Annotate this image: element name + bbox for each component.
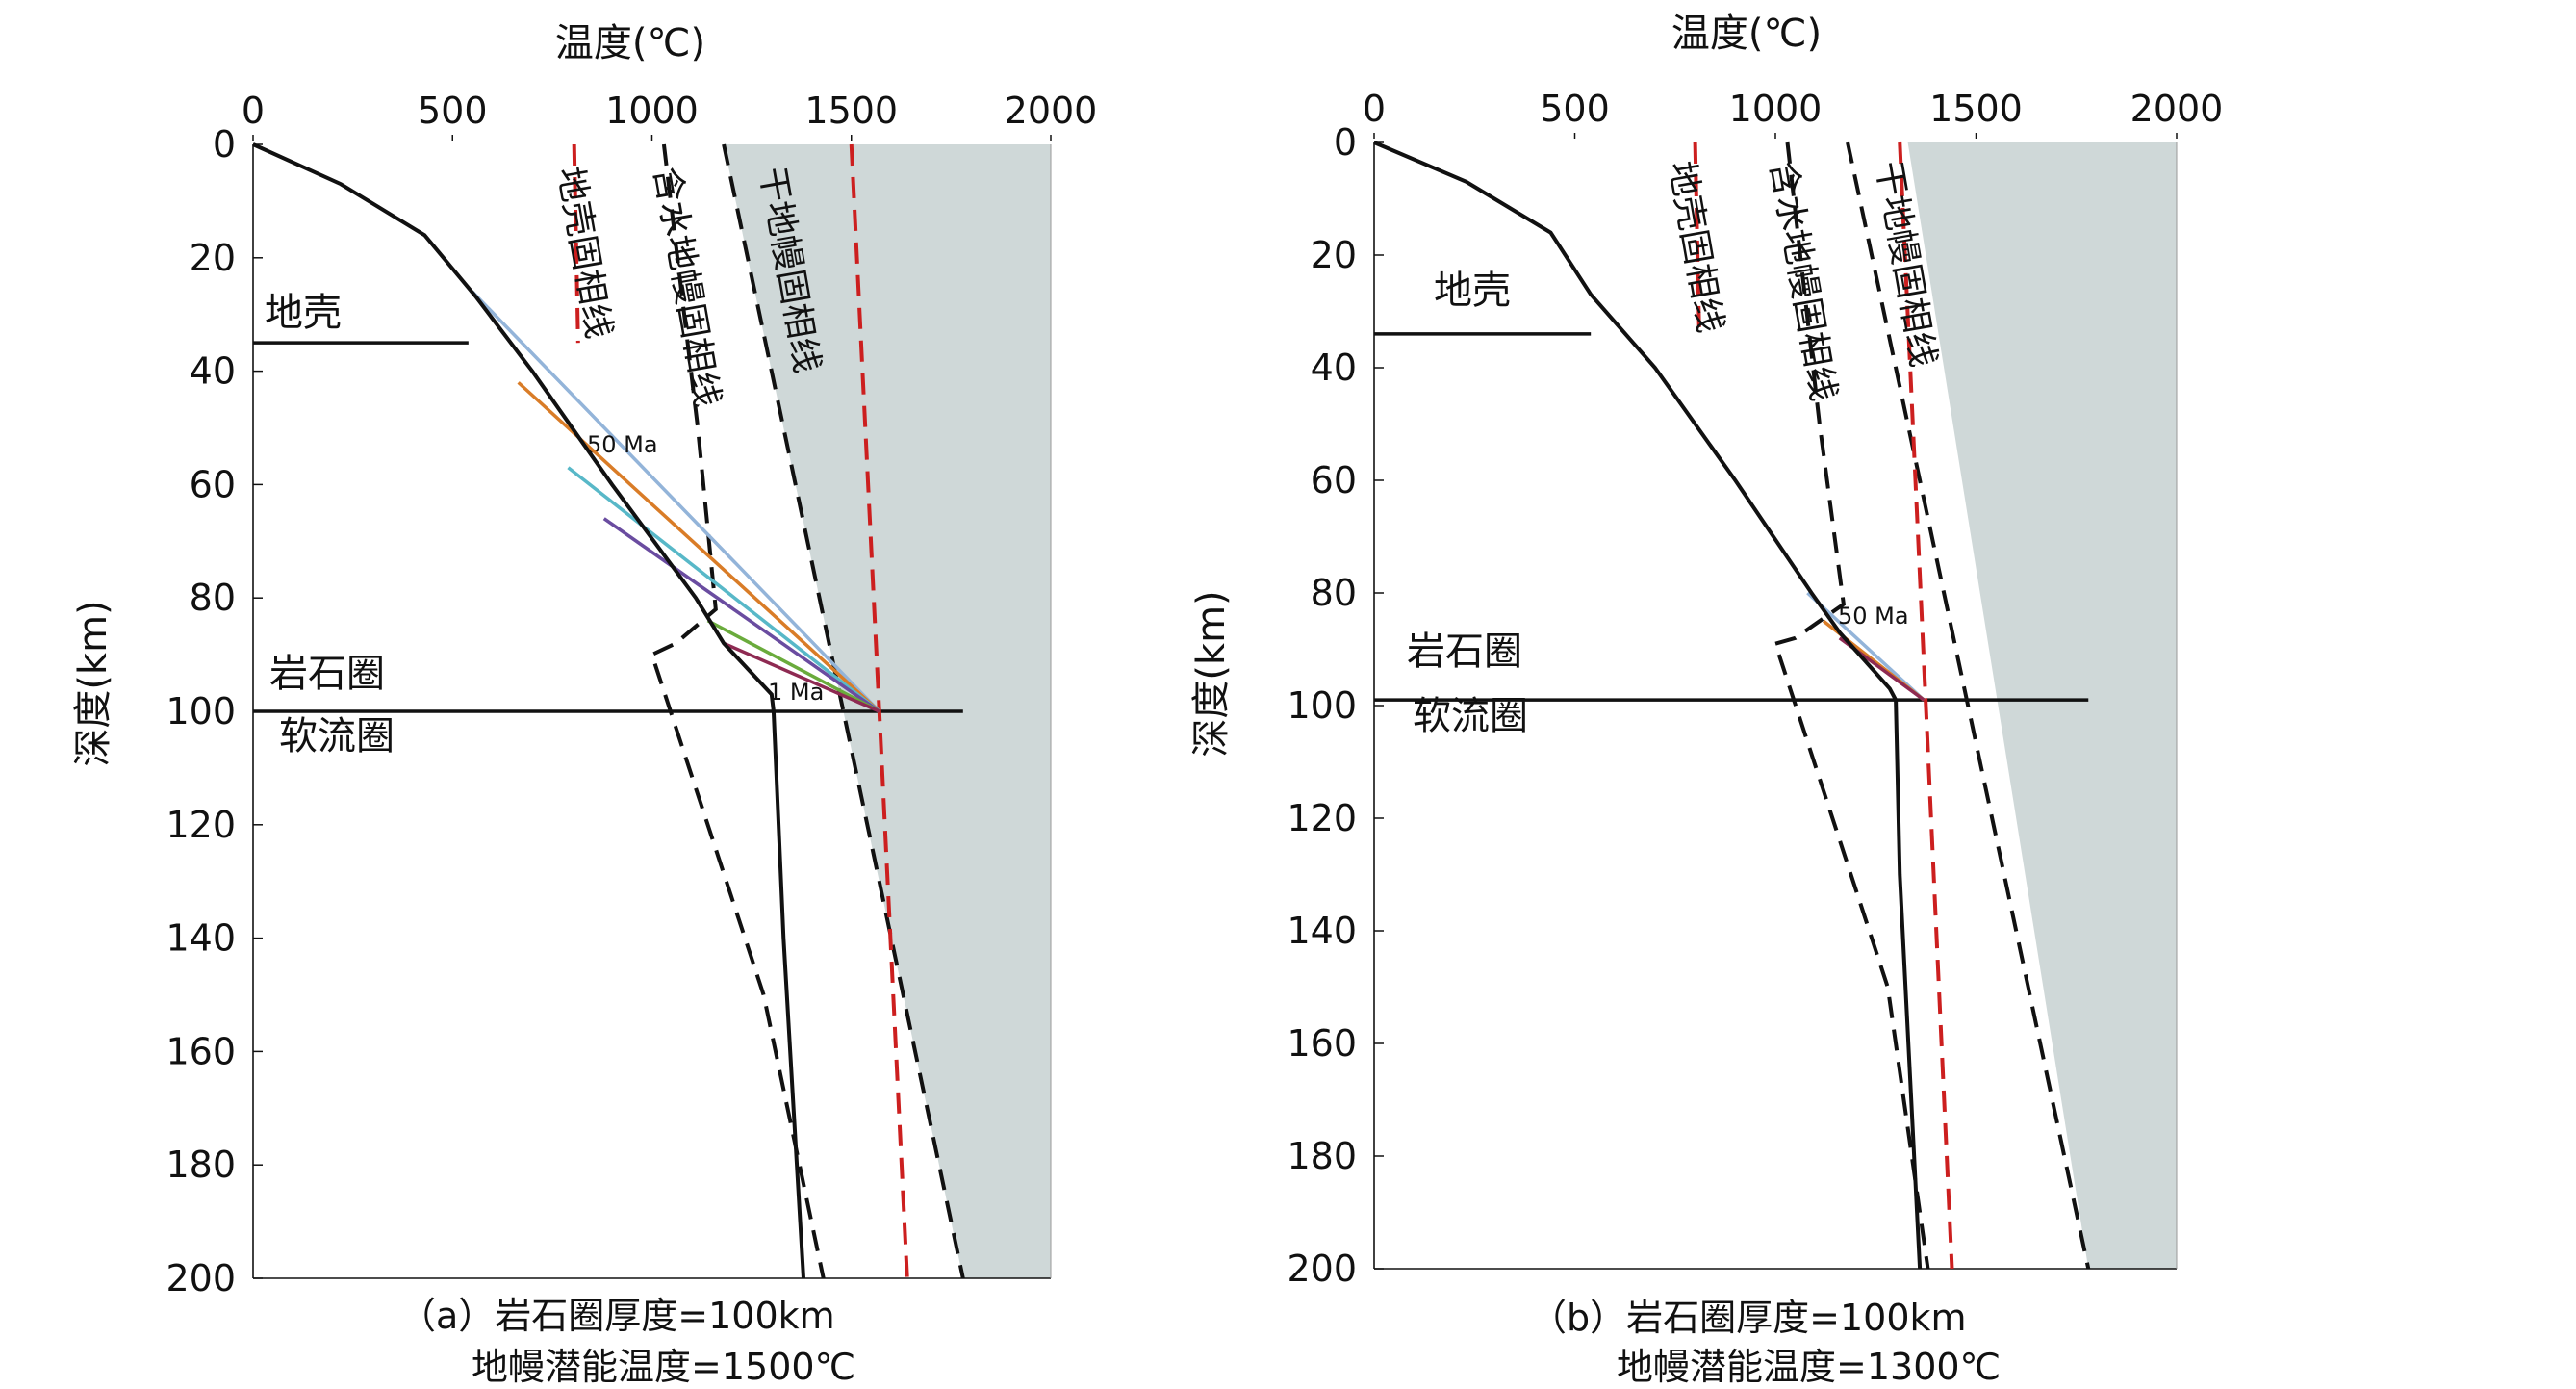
y-tick-label: 0 <box>213 123 236 166</box>
crust-label: 地壳 <box>265 291 342 335</box>
caption-line-1: （b）岩石圈厚度=100km <box>1530 1297 1967 1339</box>
solidus-label: 地壳固相线 <box>1661 158 1730 335</box>
y-tick-label: 200 <box>166 1257 236 1299</box>
x-tick-label: 500 <box>418 90 488 132</box>
main-geotherm <box>1373 141 1923 1270</box>
asthenosphere-label: 软流圈 <box>1413 694 1528 738</box>
caption-line-2: 地幔潜能温度=1500℃ <box>472 1346 855 1388</box>
y-tick-label: 20 <box>190 237 236 279</box>
transient-geotherm-3 <box>567 466 880 713</box>
y-tick-label: 160 <box>166 1030 236 1072</box>
x-axis-title: 温度(℃) <box>555 21 705 65</box>
x-tick-label: 1000 <box>605 90 699 132</box>
y-tick-label: 140 <box>1287 910 1357 952</box>
solidus-label: 含水地幔固相线 <box>1762 158 1843 403</box>
y-tick-label: 100 <box>1287 684 1357 727</box>
transient-geotherm-1 <box>1806 591 1926 702</box>
transient-geotherm-1 <box>471 290 881 713</box>
y-tick-label: 80 <box>1311 572 1357 614</box>
y-tick-label: 180 <box>1287 1135 1357 1177</box>
melt-region-shading <box>1907 142 2177 1269</box>
x-tick-label: 0 <box>1363 88 1386 130</box>
dashed-line-2 <box>1773 141 1930 1270</box>
transient-geotherm-5 <box>706 619 880 713</box>
y-tick-label: 160 <box>1287 1022 1357 1065</box>
panel-b: 0 500 1000 1500 2000 0 20 40 60 80 100 120 140 160 180… <box>1189 12 2223 1388</box>
x-tick-label: 1500 <box>1929 88 2023 130</box>
y-tick-label: 80 <box>190 577 236 619</box>
y-tick-label: 180 <box>166 1144 236 1186</box>
dashed-line-1 <box>572 143 580 344</box>
caption-line-1: （a）岩石圈厚度=100km <box>399 1295 835 1337</box>
y-tick-label: 40 <box>190 350 236 393</box>
x-tick-label: 2000 <box>2130 88 2224 130</box>
x-tick-label: 500 <box>1540 88 1610 130</box>
transient-geotherm-6 <box>723 641 880 713</box>
panel-a: 0 500 1000 1500 2000 0 20 40 60 80 100 120 140 160 180… <box>71 21 1097 1388</box>
dashed-line-3 <box>722 143 965 1279</box>
lithosphere-label: 岩石圈 <box>269 652 385 696</box>
age-label: 1 Ma <box>768 679 824 706</box>
main-geotherm <box>252 142 806 1279</box>
transient-geotherm-4 <box>602 517 880 713</box>
dashed-line-4 <box>1898 141 1954 1270</box>
x-tick-label: 1000 <box>1729 88 1823 130</box>
y-tick-label: 140 <box>166 917 236 960</box>
solidus-label: 地壳固相线 <box>549 164 619 341</box>
caption-line-2: 地幔潜能温度=1300℃ <box>1617 1346 2001 1388</box>
y-tick-label: 60 <box>1311 459 1357 502</box>
y-tick-label: 60 <box>190 463 236 505</box>
x-tick-label: 1500 <box>804 90 898 132</box>
x-tick-label: 2000 <box>1005 90 1098 132</box>
y-tick-label: 20 <box>1311 234 1357 276</box>
y-tick-label: 100 <box>166 690 236 733</box>
y-tick-label: 200 <box>1287 1248 1357 1290</box>
y-tick-label: 40 <box>1311 347 1357 389</box>
age-label: 50 Ma <box>1838 603 1909 630</box>
y-tick-label: 0 <box>1334 121 1357 164</box>
x-axis-title: 温度(℃) <box>1671 12 1822 56</box>
lithosphere-label: 岩石圈 <box>1407 630 1522 674</box>
x-tick-label: 0 <box>242 90 265 132</box>
crust-label: 地壳 <box>1434 269 1511 313</box>
y-tick-label: 120 <box>1287 797 1357 839</box>
dashed-line-3 <box>1846 141 2091 1270</box>
asthenosphere-label: 软流圈 <box>279 714 395 759</box>
y-axis-title: 深度(km) <box>1189 590 1234 757</box>
y-axis-title: 深度(km) <box>71 600 115 766</box>
y-tick-label: 120 <box>166 804 236 846</box>
dashed-line-2 <box>650 143 826 1279</box>
solidus-label: 含水地幔固相线 <box>646 164 727 409</box>
